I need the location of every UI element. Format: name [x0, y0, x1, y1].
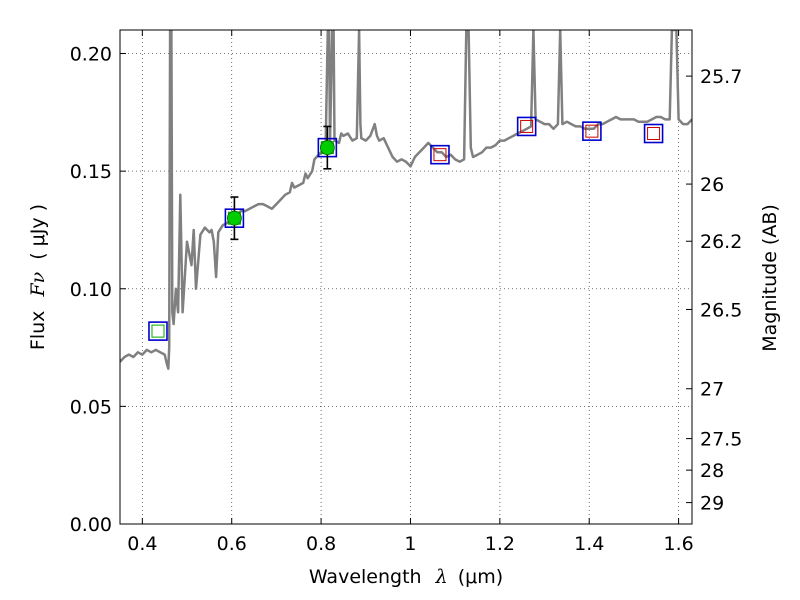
y-tick-label: 0.20	[70, 44, 112, 66]
y2-axis-label: Magnitude (AB)	[759, 204, 781, 352]
y-tick-label: 0.05	[70, 396, 112, 418]
model-band-inner	[151, 324, 165, 338]
y2-tick-label: 26.5	[700, 299, 742, 321]
model-sed	[120, 30, 692, 370]
observed-point	[226, 210, 242, 226]
y2-ticks: 25.7 26 26.2 26.5 27 27.5 28 29	[686, 66, 742, 515]
model-band-box	[148, 321, 168, 341]
y-axis-label-text: Flux	[27, 311, 49, 351]
model-band-inner	[433, 148, 447, 162]
model-bands	[148, 116, 664, 341]
sed-line	[120, 30, 692, 370]
grid	[120, 30, 692, 525]
model-band-box	[582, 121, 602, 141]
x-ticks: 0.4 0.6 0.8 1 1.2 1.4 1.6	[127, 30, 694, 555]
x-tick-label: 0.6	[217, 533, 247, 555]
y2-tick-label: 25.7	[700, 66, 742, 88]
model-band-inner	[647, 127, 661, 141]
x-axis-label-text: Wavelength	[309, 566, 422, 588]
model-band-box	[643, 123, 664, 144]
y-tick-label: 0.00	[70, 514, 112, 536]
model-band-box	[516, 116, 537, 137]
y-axis-label: Flux Fν ( μJy )	[27, 204, 49, 350]
observed-points	[226, 125, 335, 241]
x-tick-label: 1.4	[574, 533, 604, 555]
x-tick-label: 1.6	[663, 533, 693, 555]
y-tick-label: 0.15	[70, 161, 112, 183]
plot-frame	[119, 29, 693, 525]
y-axis-label-unit: ( μJy )	[27, 204, 49, 260]
y-axis-label-symbol: Fν	[27, 271, 49, 297]
model-band-inner	[585, 124, 599, 138]
y2-tick-label: 27.5	[700, 429, 742, 451]
observed-point	[319, 140, 335, 156]
y2-tick-label: 26	[700, 174, 724, 196]
x-tick-label: 0.8	[306, 533, 336, 555]
x-axis-label-symbol: λ	[435, 566, 448, 588]
y2-tick-label: 29	[700, 493, 724, 515]
y-tick-label: 0.10	[70, 279, 112, 301]
y2-tick-label: 28	[700, 460, 724, 482]
x-axis-label-unit: (μm)	[458, 566, 503, 588]
model-band-inner	[520, 119, 534, 133]
model-band-box	[430, 144, 450, 165]
x-axis-label: Wavelength λ (μm)	[309, 566, 503, 588]
x-tick-label: 1	[404, 533, 416, 555]
y-ticks: 0.00 0.05 0.10 0.15 0.20	[70, 44, 126, 536]
y2-tick-label: 26.2	[700, 231, 742, 253]
x-tick-label: 0.4	[127, 533, 157, 555]
x-tick-label: 1.2	[485, 533, 515, 555]
y2-tick-label: 27	[700, 379, 724, 401]
